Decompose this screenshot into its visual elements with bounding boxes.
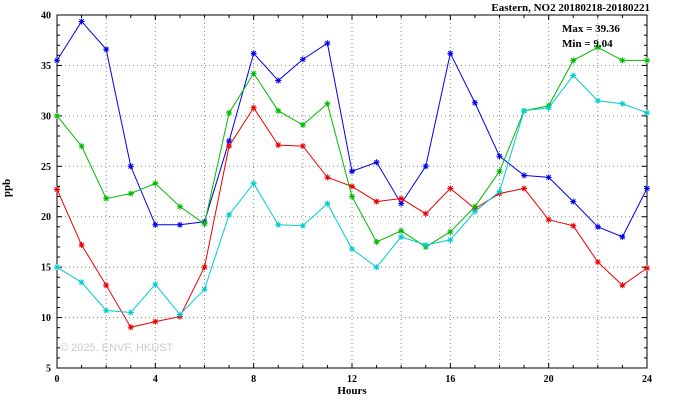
series-red-line [56,106,648,328]
y-tick-label: 10 [41,313,51,324]
x-axis-label: Hours [337,385,367,397]
max-label: Max = 39.36 [562,23,620,35]
x-tick-label: 16 [445,374,455,385]
x-tick-label: 12 [347,374,357,385]
series-red-markers [54,104,650,331]
y-tick-label: 25 [41,162,51,173]
series-blue-line [56,20,648,238]
watermark: © 2025, ENVF, HKUST [60,342,174,354]
series-cyan-markers [54,72,650,318]
min-label: Min = 9.04 [562,37,613,50]
y-axis-label: ppb [1,178,14,198]
x-tick-label: 24 [642,374,652,385]
y-tick-label: 15 [41,263,51,274]
x-tick-label: 20 [544,374,554,385]
y-tick-label: 5 [46,364,51,375]
x-tick-label: 0 [55,374,60,385]
x-tick-label: 4 [153,374,158,385]
y-tick-label: 35 [41,61,51,72]
series-blue-markers [54,18,650,240]
y-tick-label: 20 [41,212,51,223]
max-min-annotation: Max = 39.36 Min = 9.04 [562,22,620,52]
x-tick-label: 8 [251,374,256,385]
y-tick-label: 30 [41,111,51,122]
chart-title: Eastern, NO2 20180218-20180221 [491,2,650,14]
y-tick-label: 40 [41,11,51,22]
